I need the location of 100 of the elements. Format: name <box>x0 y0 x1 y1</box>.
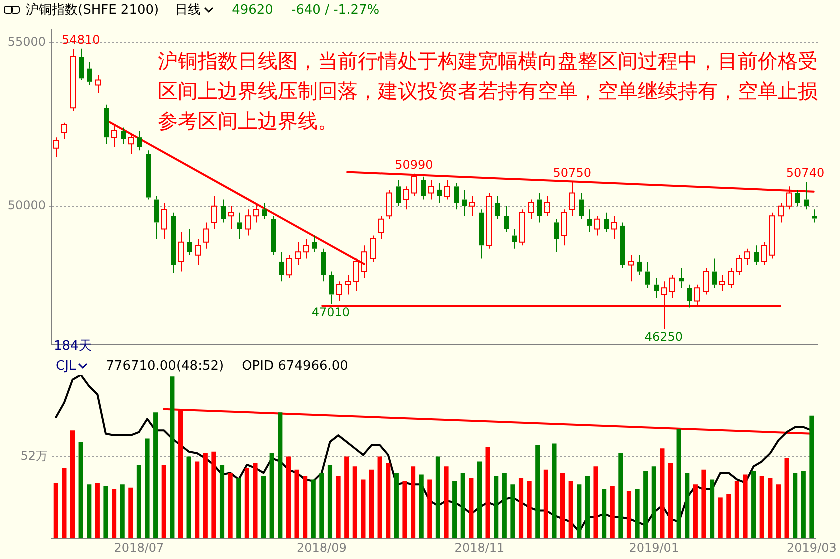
candlestick <box>778 202 784 224</box>
bar <box>618 454 624 539</box>
bar <box>95 482 100 539</box>
bar <box>527 481 532 539</box>
bar <box>78 442 84 539</box>
bar <box>486 446 490 539</box>
bar <box>262 476 266 539</box>
candlestick <box>512 228 517 250</box>
candlestick <box>537 192 542 224</box>
candlestick <box>146 150 151 200</box>
bar <box>220 464 225 539</box>
candlestick <box>54 137 60 158</box>
bar <box>228 473 233 539</box>
candlestick <box>804 182 809 210</box>
bar <box>444 466 449 539</box>
candlestick <box>221 199 226 224</box>
candlestick <box>304 238 310 260</box>
annotation: 184天 <box>54 338 92 355</box>
chart-title: 沪铜指数(SHFE 2100) <box>26 2 160 19</box>
bar <box>428 480 432 539</box>
bar <box>793 473 798 539</box>
bar <box>602 490 607 539</box>
candlestick <box>271 216 276 256</box>
bar <box>610 486 615 539</box>
bar <box>378 456 382 539</box>
bar <box>236 478 242 539</box>
candlestick <box>212 196 218 230</box>
candlestick <box>279 252 284 282</box>
bar <box>502 473 507 539</box>
candlestick <box>620 222 625 270</box>
candlestick <box>812 209 817 224</box>
annotation: 46250 <box>644 330 684 344</box>
bar <box>320 473 324 539</box>
candlestick <box>421 176 426 200</box>
bar <box>352 466 358 539</box>
bar <box>344 456 350 539</box>
candlestick <box>196 238 202 266</box>
bar <box>62 468 67 539</box>
bar <box>286 456 291 539</box>
bar <box>710 480 715 539</box>
bar <box>244 468 250 539</box>
bar <box>195 462 200 539</box>
candlestick <box>262 202 267 220</box>
text: OPID 674966.00 <box>242 359 348 374</box>
bar <box>801 472 806 539</box>
bar <box>577 484 582 539</box>
bar <box>128 488 134 539</box>
bar <box>668 463 674 539</box>
candlestick <box>321 248 326 282</box>
bar <box>760 476 764 539</box>
bar <box>186 456 192 539</box>
bar <box>594 466 598 539</box>
candlestick <box>137 130 142 152</box>
annotation: 沪铜指数日线图，当前行情处于构建宽幅横向盘整区间过程中，目前价格受区间上边界线压制回落，建议投资者若持有空单，空单继续持有，空单止损参考区间上边界线。 <box>158 48 819 135</box>
candlestick <box>554 218 559 253</box>
bar <box>452 481 458 539</box>
candlestick <box>187 228 192 256</box>
candlestick <box>495 196 500 220</box>
bar <box>469 478 474 539</box>
candlestick <box>171 212 176 274</box>
candlestick <box>336 281 342 302</box>
candlestick <box>754 245 759 266</box>
candlestick <box>470 196 476 217</box>
x-tick-label: 2018/07 <box>114 540 164 555</box>
bar <box>104 486 108 539</box>
x-tick-label: 2018/09 <box>297 540 347 555</box>
candlestick <box>795 189 800 207</box>
candlestick <box>562 209 568 246</box>
candlestick <box>178 232 184 272</box>
candlestick <box>87 62 92 86</box>
annotation: 50740 <box>786 166 825 180</box>
bar <box>112 490 117 539</box>
bar <box>460 473 466 539</box>
y-tick-label: 55000 <box>8 34 46 49</box>
candlestick <box>246 209 252 236</box>
bar <box>544 470 548 539</box>
bar <box>203 454 208 539</box>
bar <box>411 466 416 539</box>
x-tick-label: 2018/11 <box>454 540 505 555</box>
candlestick <box>104 104 109 145</box>
ref-line-label: 52万 <box>20 448 48 463</box>
bar <box>644 472 648 539</box>
bar <box>477 462 482 539</box>
candlestick <box>654 278 659 298</box>
bar <box>635 490 640 539</box>
candlestick <box>744 248 750 266</box>
bar <box>660 448 665 539</box>
bar <box>369 470 374 539</box>
bar <box>402 481 408 539</box>
bar <box>120 484 125 539</box>
bar <box>278 412 283 539</box>
bar <box>303 476 308 539</box>
bar <box>294 470 300 539</box>
candlestick <box>121 127 126 145</box>
bar <box>518 478 524 539</box>
y-tick-label: 50000 <box>8 198 46 212</box>
bar <box>702 470 706 539</box>
text: -640 / -1.27% <box>291 2 380 18</box>
bar <box>162 464 166 539</box>
candlestick <box>346 274 352 296</box>
